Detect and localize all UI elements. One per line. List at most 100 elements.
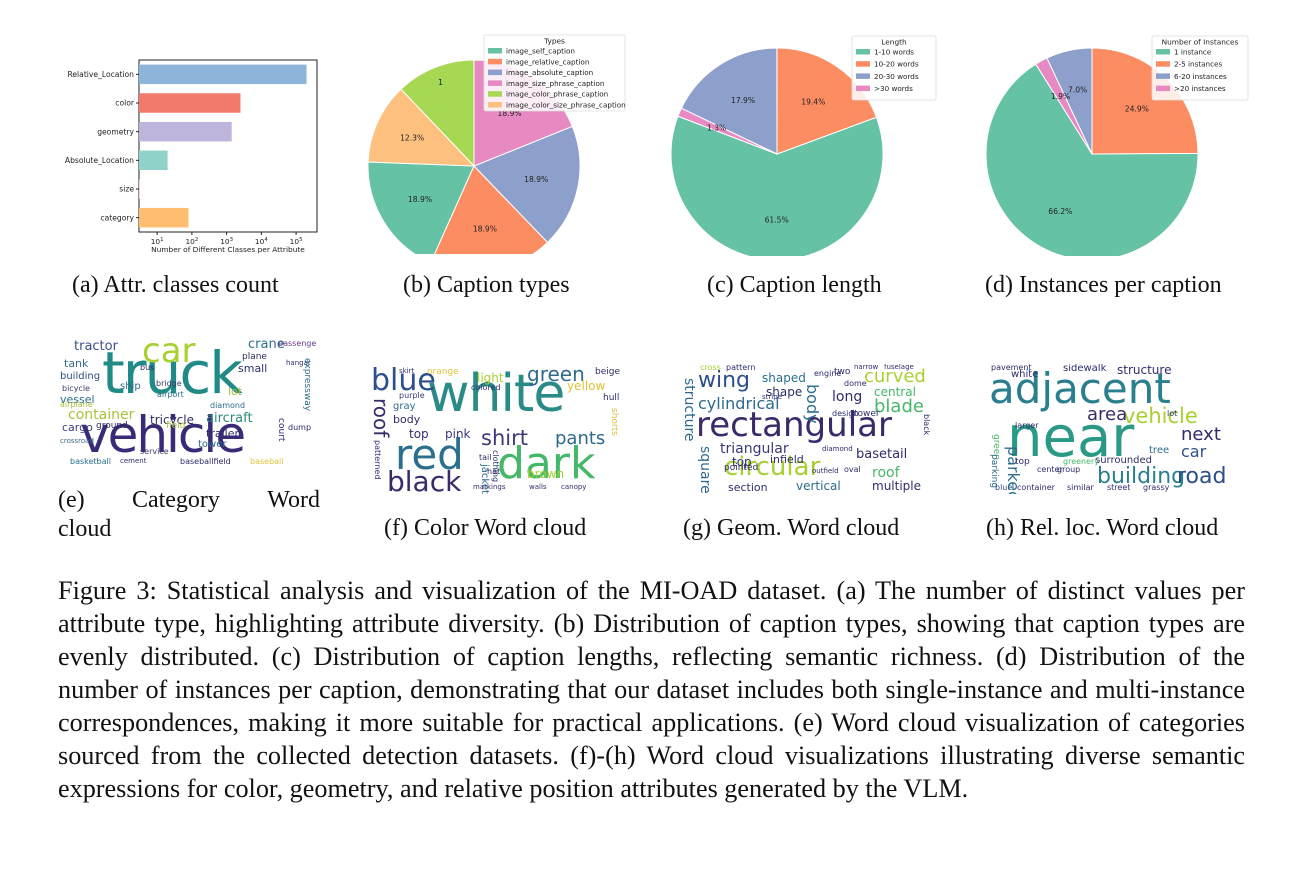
cloud-word: top — [1015, 457, 1030, 467]
cloud-word: markings — [473, 483, 506, 491]
legend-swatch — [488, 69, 502, 76]
cloud-word: truck — [102, 339, 243, 407]
y-tick-label: Relative_Location — [67, 70, 134, 79]
pie-pct-label: 17.9% — [731, 96, 755, 105]
cloud-word: car — [142, 338, 196, 371]
cloud-word: pattern — [726, 364, 756, 372]
legend-label: image_size_phrase_caption — [506, 79, 604, 88]
cloud-word: long — [832, 389, 863, 405]
cloud-word: walls — [529, 483, 547, 491]
legend-title: Number of Instances — [1162, 38, 1239, 47]
cloud-word: body — [803, 384, 822, 424]
legend-label: 1 instance — [1174, 48, 1212, 57]
cloud-word: red — [395, 430, 464, 479]
cloud-word: aircraft — [206, 411, 253, 426]
bar-size — [139, 179, 140, 199]
cloud-word: top — [409, 427, 429, 441]
cloud-word: blue — [995, 483, 1013, 492]
cloud-word: fuselage — [884, 364, 914, 371]
cloud-word: roof — [369, 398, 393, 438]
pie-pct-label: 7.0% — [1068, 85, 1087, 94]
cloud-word: street — [1107, 483, 1131, 492]
pie-pct-label: 1.9% — [1051, 92, 1070, 101]
bar-geometry — [139, 121, 232, 142]
figure-caption: Figure 3: Statistical analysis and visua… — [58, 576, 1245, 803]
cloud-word: similar — [1067, 483, 1094, 492]
subcaption-f: (f) Color Word cloud — [384, 515, 587, 541]
cloud-word: yellow — [567, 379, 606, 393]
cloud-word: dome — [844, 379, 867, 388]
cloud-word: vertical — [796, 479, 841, 493]
cloud-word: container — [1017, 483, 1055, 492]
cloud-word: pavement — [991, 364, 1032, 372]
cloud-word: wing — [698, 368, 751, 393]
pie-slice — [670, 115, 884, 256]
y-tick-label: size — [119, 185, 134, 194]
pie-pct-label: 18.9% — [498, 109, 522, 118]
chart-caption-types: 18.9% 18.9% 18.9% 18.9% 1 12.3% Typesimage_se… — [367, 34, 626, 254]
cloud-word: area — [1087, 404, 1128, 425]
pie-slice — [1035, 57, 1093, 155]
cloud-word: basketball — [70, 457, 111, 466]
cloud-word: greenery — [1063, 457, 1100, 466]
legend-swatch — [488, 48, 502, 54]
pie-pct-label: 66.2% — [1048, 207, 1072, 216]
cloud-word: oval — [844, 465, 861, 474]
pie-slice — [985, 63, 1199, 256]
subcaption-d: (d) Instances per caption — [985, 272, 1222, 298]
subcaption-g: (g) Geom. Word cloud — [683, 515, 900, 541]
cloud-word: beige — [595, 367, 621, 377]
cloud-word: clothing — [491, 450, 500, 483]
wordcloud-relative-location: near adjacent vehicle building road area… — [987, 364, 1243, 494]
cloud-word: parked — [1004, 446, 1023, 494]
legend-swatch — [856, 85, 870, 92]
cloud-word: passenger — [278, 339, 316, 348]
subcaption-e-line2: cloud — [58, 516, 112, 542]
cloud-word: colored — [471, 383, 501, 392]
cloud-word: container — [68, 407, 135, 423]
cloud-word: square — [697, 446, 713, 494]
cloud-word: trailer — [206, 427, 239, 440]
cloud-word: adjacent — [989, 364, 1171, 413]
legend-label: >20 instances — [1174, 84, 1226, 93]
cloud-word: tractor — [74, 339, 118, 354]
y-tick-label: Absolute_Location — [65, 156, 134, 165]
cloud-word: shorts — [609, 408, 619, 436]
cloud-word: pointed — [724, 463, 759, 473]
cloud-word: two — [834, 367, 851, 377]
cloud-word: bus — [140, 363, 155, 372]
cloud-word: green — [527, 364, 585, 386]
bar-relative-location — [139, 64, 307, 85]
plot-frame — [138, 59, 318, 233]
x-axis-label: Number of Different Classes per Attribut… — [151, 245, 305, 254]
legend-box — [483, 34, 626, 112]
cloud-word: service — [140, 447, 169, 456]
pie-pct-label: 61.5% — [765, 215, 789, 224]
x-tick-label: 105 — [290, 237, 303, 246]
subcaption-e-word: Category — [131, 487, 220, 513]
cloud-word: expressway — [302, 358, 312, 412]
y-tick-label: color — [115, 99, 135, 108]
x-tick-label: 103 — [220, 237, 233, 246]
cloud-word: court — [276, 418, 286, 442]
cloud-word: orange — [427, 367, 459, 377]
cloud-word: vehicle — [1123, 404, 1198, 428]
cloud-word: multiple — [872, 479, 922, 493]
cloud-word: curved — [864, 366, 926, 387]
legend-title: Types — [543, 37, 565, 46]
cloud-word: dump — [288, 423, 312, 432]
cloud-word: plane — [242, 352, 267, 362]
cloud-word: canopy — [561, 483, 587, 491]
cloud-word: stripe — [762, 393, 782, 401]
cloud-word: cargo — [62, 421, 93, 434]
cloud-word: gray — [393, 401, 416, 412]
subcaption-e-word: Word — [267, 487, 320, 513]
legend-label: image_color_phrase_caption — [506, 90, 608, 99]
legend-swatch — [856, 61, 870, 67]
cloud-word: pants — [555, 428, 606, 449]
pie-slice — [367, 161, 475, 254]
legend-swatch — [488, 91, 502, 97]
cloud-word: surrounded — [1095, 455, 1153, 466]
